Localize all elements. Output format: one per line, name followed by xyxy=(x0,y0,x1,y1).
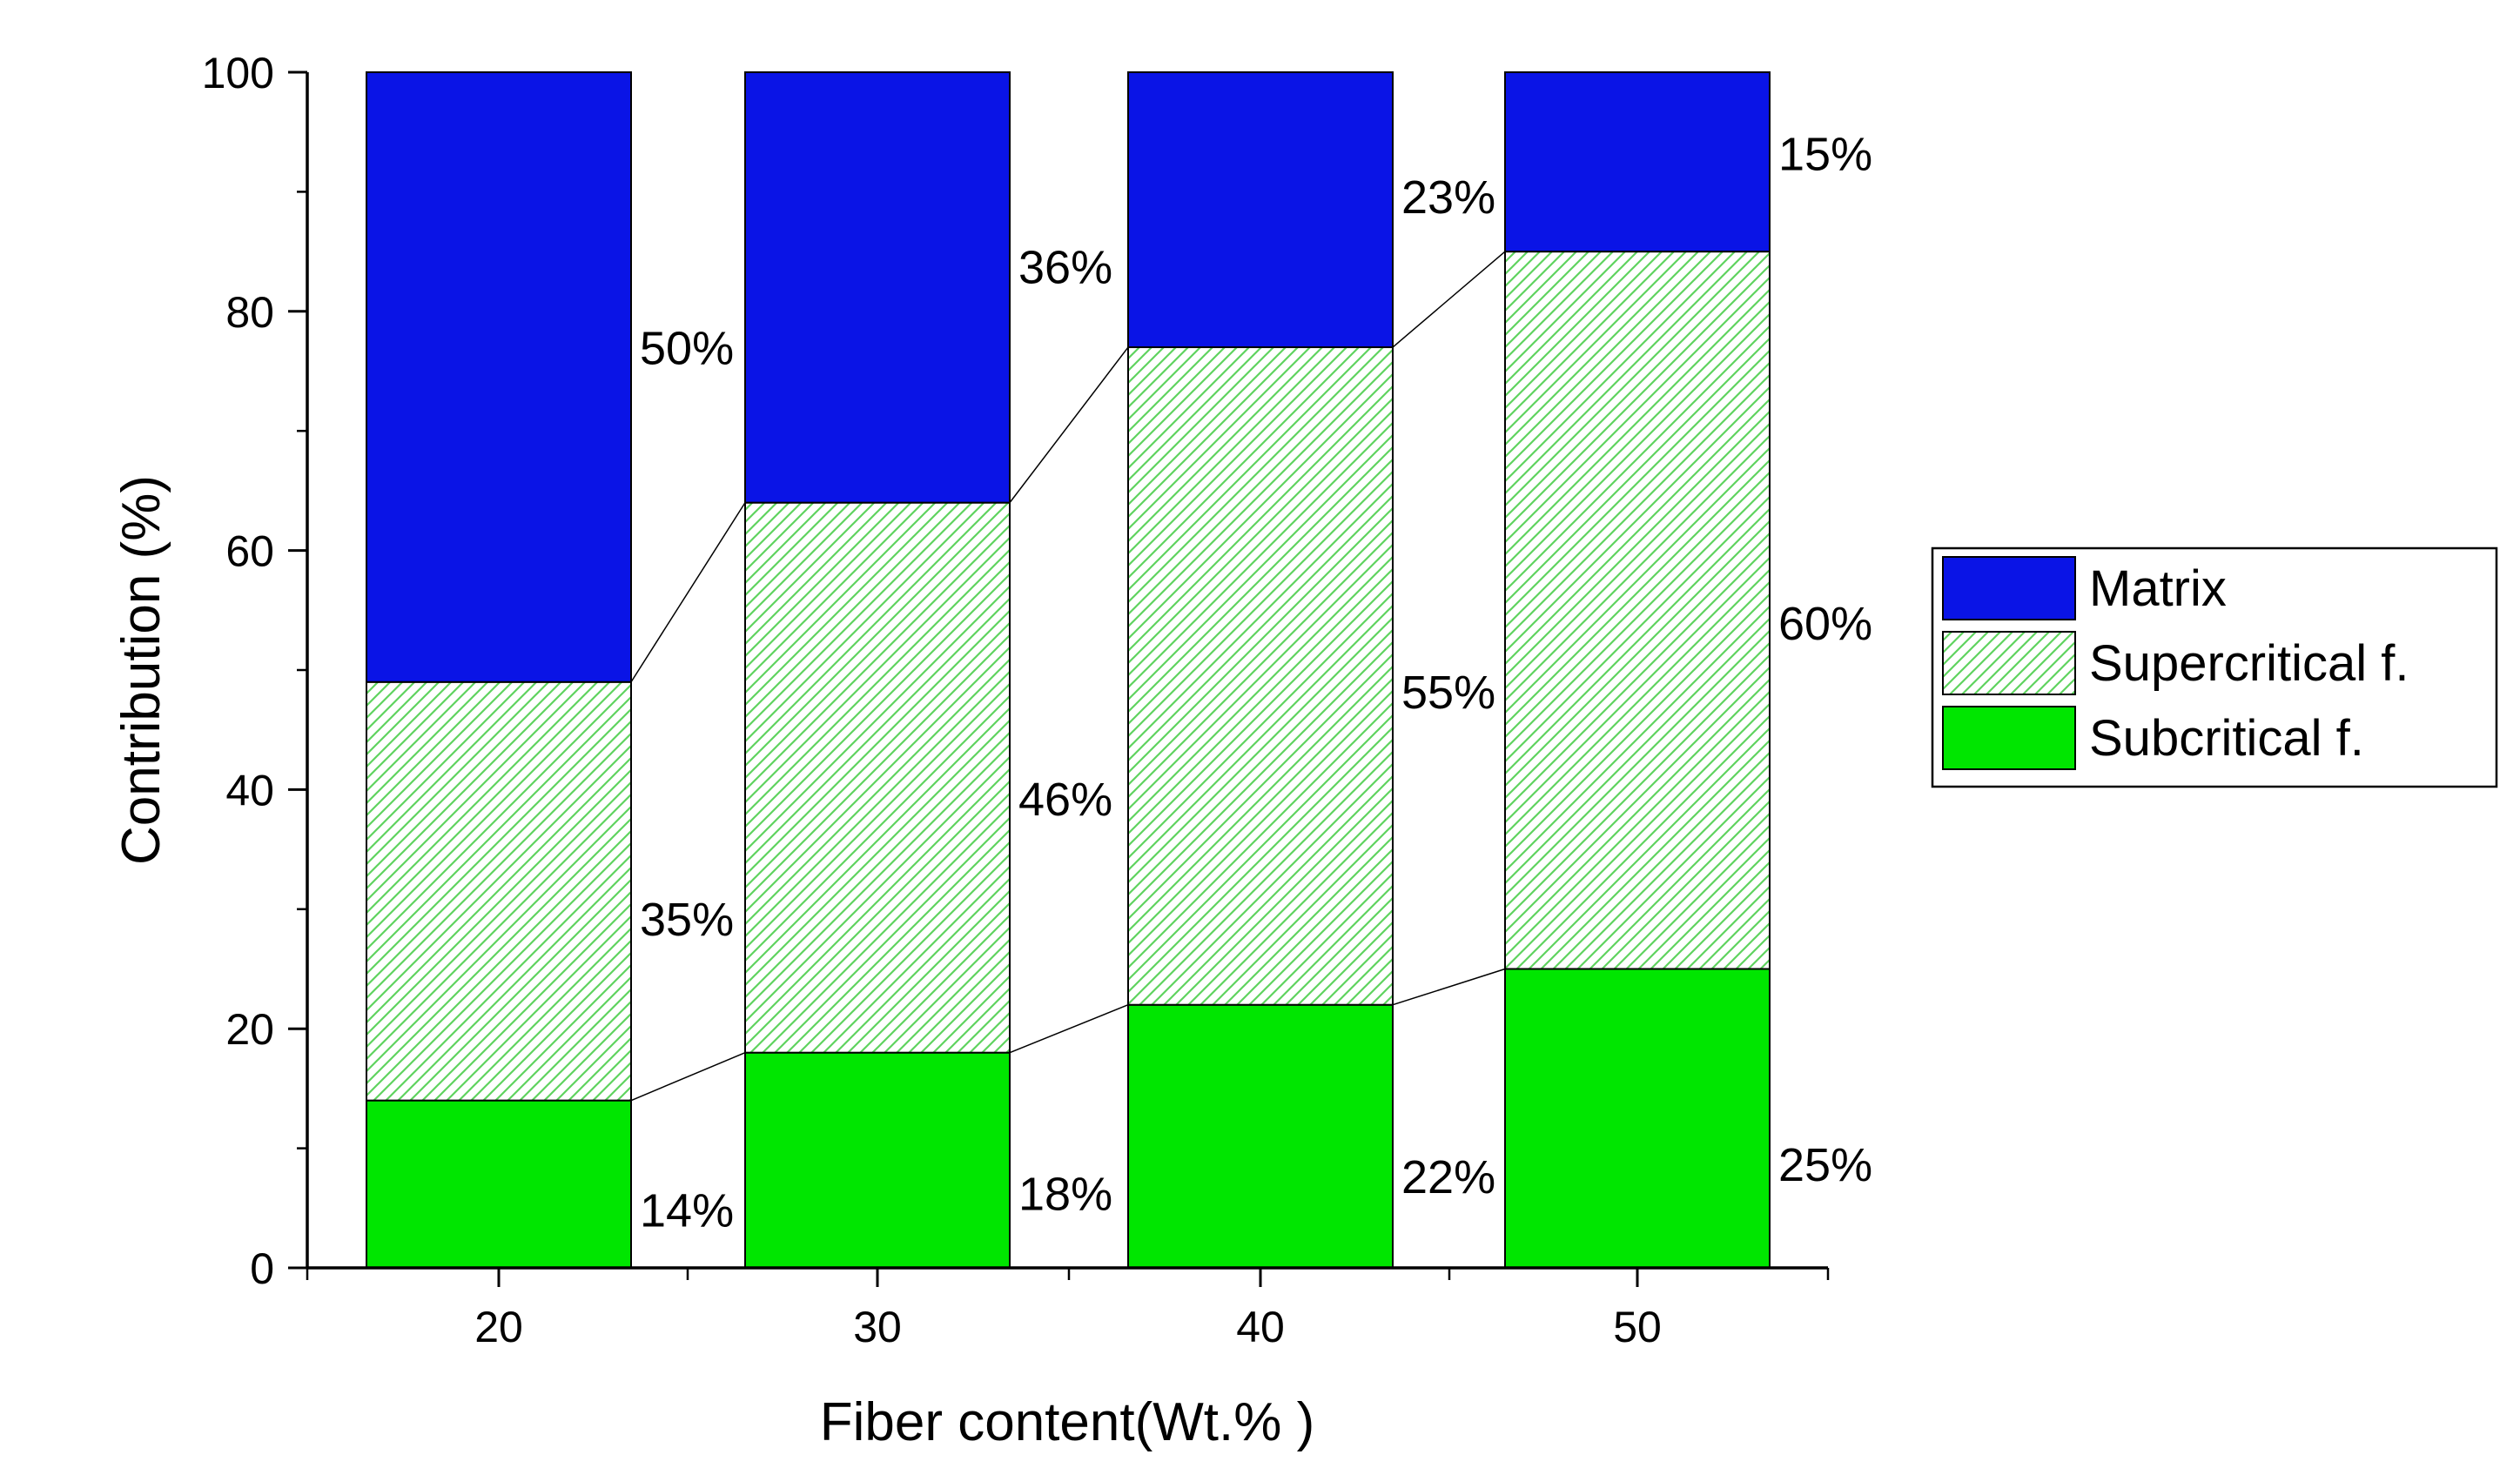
label-matrix-40: 23% xyxy=(1401,171,1495,224)
bar-subcritical-f-30 xyxy=(744,1051,1011,1270)
bar-subcritical-f-50 xyxy=(1504,968,1771,1269)
connector-supercritical-f-40 xyxy=(1392,251,1506,348)
y-tick-label-60: 60 xyxy=(225,527,274,576)
label-matrix-30: 36% xyxy=(1018,242,1112,294)
legend-swatch-supercritical-f xyxy=(1942,631,2076,695)
label-subcritical-f-40: 22% xyxy=(1401,1151,1495,1203)
connector-subcritical-f-20 xyxy=(630,1051,746,1102)
label-supercritical-f-50: 60% xyxy=(1778,598,1872,650)
label-subcritical-f-20: 14% xyxy=(640,1185,734,1237)
bar-matrix-20 xyxy=(366,71,632,683)
x-tick-label-30: 30 xyxy=(853,1303,902,1351)
connector-supercritical-f-20 xyxy=(630,502,746,683)
label-subcritical-f-50: 25% xyxy=(1778,1139,1872,1191)
label-supercritical-f-40: 55% xyxy=(1401,667,1495,719)
y-tick-label-80: 80 xyxy=(225,288,274,337)
label-subcritical-f-30: 18% xyxy=(1018,1168,1112,1220)
x-tick-label-40: 40 xyxy=(1236,1303,1285,1351)
y-axis-label: Contribution (%) xyxy=(111,475,171,865)
connector-subcritical-f-30 xyxy=(1009,1004,1129,1054)
bar-supercritical-f-40 xyxy=(1127,346,1394,1006)
bars-layer xyxy=(366,71,1771,1270)
legend-label-matrix: Matrix xyxy=(2089,560,2227,617)
bar-matrix-30 xyxy=(744,71,1011,504)
bar-matrix-50 xyxy=(1504,71,1771,253)
y-ticks: 0 20 40 60 80 100 xyxy=(202,49,307,1293)
legend-swatch-matrix xyxy=(1942,556,2076,620)
bar-subcritical-f-20 xyxy=(366,1099,632,1270)
legend-label-subcritical-f: Subcritical f. xyxy=(2089,710,2364,767)
bar-supercritical-f-20 xyxy=(366,680,632,1102)
label-matrix-20: 50% xyxy=(640,322,734,374)
bar-supercritical-f-30 xyxy=(744,501,1011,1054)
connector-subcritical-f-40 xyxy=(1392,968,1506,1006)
x-tick-label-20: 20 xyxy=(474,1303,523,1351)
value-labels-layer: 14% 35% 50% 18% 46% 36% 22% 55% 23% 25% 60% 15% xyxy=(640,129,1872,1237)
y-tick-label-0: 0 xyxy=(250,1244,274,1293)
y-tick-label-20: 20 xyxy=(225,1005,274,1054)
axes: 0 20 40 60 80 100 20 30 40 50 xyxy=(202,49,1830,1351)
connector-lines xyxy=(630,251,1506,1102)
y-tick-label-40: 40 xyxy=(225,766,274,814)
bar-matrix-40 xyxy=(1127,71,1394,349)
x-ticks: 20 30 40 50 xyxy=(306,1268,1830,1351)
label-matrix-50: 15% xyxy=(1778,129,1872,181)
x-axis-label: Fiber content(Wt.% ) xyxy=(820,1392,1314,1452)
label-supercritical-f-20: 35% xyxy=(640,894,734,946)
bar-subcritical-f-40 xyxy=(1127,1003,1394,1269)
legend-label-supercritical-f: Supercritical f. xyxy=(2089,635,2409,692)
label-supercritical-f-30: 46% xyxy=(1018,774,1112,826)
x-tick-label-50: 50 xyxy=(1613,1303,1662,1351)
legend: Matrix Supercritical f. Subcritical f. xyxy=(1931,546,2498,788)
y-tick-label-100: 100 xyxy=(202,49,274,97)
bar-supercritical-f-50 xyxy=(1504,251,1771,970)
legend-swatch-subcritical-f xyxy=(1942,706,2076,770)
connector-supercritical-f-30 xyxy=(1009,346,1129,504)
